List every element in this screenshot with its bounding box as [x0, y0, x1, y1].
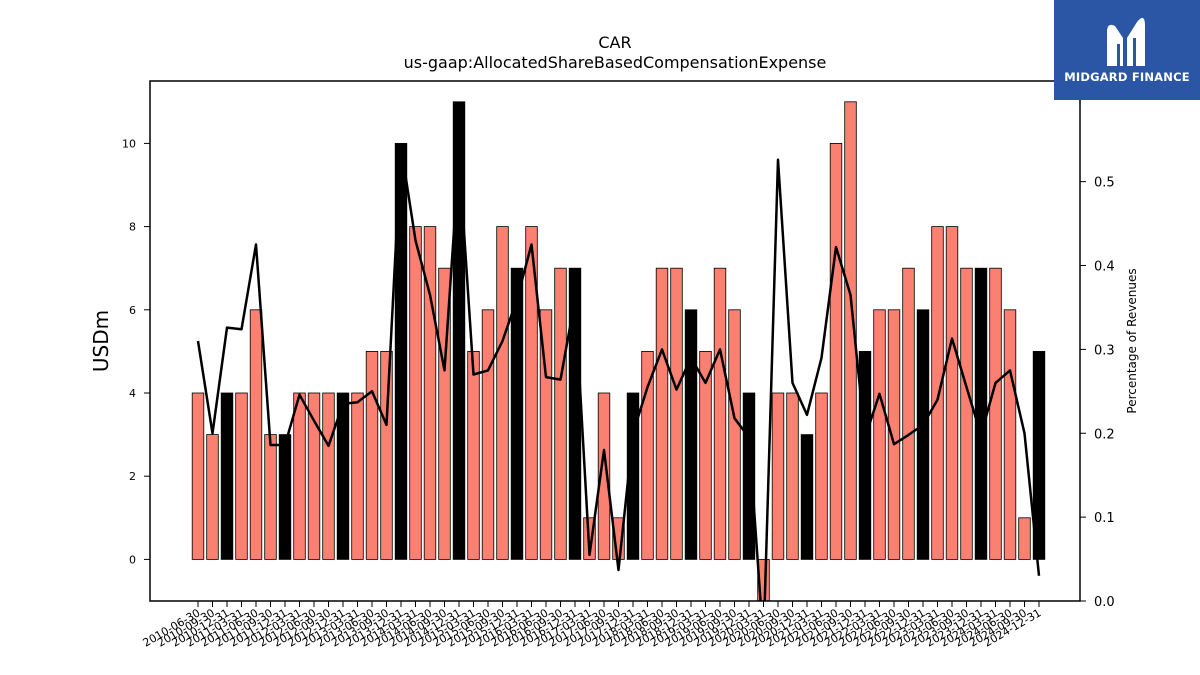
bar-2018-06-30: [655, 267, 669, 560]
bar-2014-09-30: [438, 267, 451, 560]
y2-tick-label: 0.1: [1094, 511, 1115, 526]
y2-tick-label: 0.4: [1094, 260, 1115, 275]
bar-2020-12-31: [800, 434, 814, 560]
chart-subtitle: us-gaap:AllocatedShareBasedCompensationE…: [404, 53, 827, 72]
bar-2024-09-30: [1018, 517, 1031, 560]
y2-tick-label: 0.2: [1094, 427, 1115, 442]
bar-2013-03-31: [351, 392, 364, 560]
bar-2011-03-31: [235, 392, 248, 560]
y-tick-label: 4: [129, 387, 136, 400]
bar-2022-12-31: [916, 309, 930, 560]
bar-series: [191, 101, 1046, 602]
bar-2022-06-30: [887, 309, 901, 560]
x-axis: 2010-06-302010-09-302010-12-312011-03-31…: [141, 601, 1044, 650]
midgard-logo-mark-icon: [1107, 17, 1145, 66]
bar-2018-09-30: [670, 267, 683, 560]
bar-2012-03-31: [293, 392, 306, 560]
bar-2016-03-31: [525, 226, 538, 560]
bar-2024-06-30: [1003, 309, 1017, 560]
bar-2013-12-31: [394, 142, 408, 560]
midgard-finance-logo: MIDGARD FINANCE: [1054, 0, 1200, 100]
logo-brand-text: MIDGARD FINANCE: [1064, 70, 1190, 84]
bar-2020-06-30: [771, 392, 785, 560]
y2-tick-label: 0.3: [1094, 343, 1115, 358]
y-axis-label: USDm: [89, 310, 113, 372]
bar-2013-09-30: [380, 350, 393, 560]
bar-2021-03-31: [815, 392, 828, 560]
bar-2023-03-31: [931, 226, 944, 560]
bar-2023-06-30: [945, 226, 959, 560]
bar-2011-09-30: [264, 434, 277, 560]
bar-2015-03-31: [467, 350, 480, 560]
bar-2024-12-31: [1032, 350, 1046, 560]
bar-2019-12-31: [742, 392, 756, 560]
revenue-percentage-series: [196, 145, 1041, 601]
y-tick-label: 2: [129, 470, 136, 483]
chart-title: CAR: [598, 33, 631, 52]
bar-2019-03-31: [699, 350, 712, 560]
y2-axis: 0.0 0.1 0.2 0.3 0.4 0.5: [1080, 176, 1115, 610]
bar-2010-06-30: [191, 392, 205, 560]
y2-axis-label: Percentage of Revenues: [1125, 268, 1139, 413]
bar-2020-09-30: [786, 392, 799, 560]
bar-2019-06-30: [713, 267, 727, 560]
bar-2024-03-31: [989, 267, 1002, 560]
y-tick-label: 8: [129, 221, 136, 234]
bar-2016-09-30: [554, 267, 567, 560]
bar-2019-09-30: [728, 309, 741, 560]
bar-2012-12-31: [336, 392, 350, 560]
bar-2011-06-30: [249, 309, 263, 560]
bar-2023-12-31: [974, 267, 988, 560]
bar-2015-06-30: [481, 309, 495, 560]
y-axis: 0 2 4 6 8 10: [122, 137, 150, 566]
y-tick-label: 10: [122, 137, 136, 150]
bar-2022-09-30: [902, 267, 915, 560]
bar-2021-06-30: [829, 142, 843, 560]
bar-2022-03-31: [873, 309, 886, 560]
bar-2021-09-30: [844, 101, 857, 560]
bar-2012-09-30: [322, 392, 335, 560]
bar-2014-12-31: [452, 101, 466, 560]
bar-2021-12-31: [858, 350, 872, 560]
y-tick-label: 6: [129, 304, 136, 317]
bar-2011-12-31: [278, 434, 292, 560]
bar-2010-12-31: [220, 392, 234, 560]
bar-2016-06-30: [539, 309, 553, 560]
bar-2014-06-30: [423, 226, 437, 560]
y2-tick-label: 0.5: [1094, 176, 1115, 191]
revenue-percentage-line: [196, 145, 1041, 601]
y-tick-label: 0: [129, 553, 136, 566]
bar-2013-06-30: [365, 350, 379, 560]
bar-2018-12-31: [684, 309, 698, 560]
bar-2015-09-30: [496, 226, 509, 560]
bar-2012-06-30: [307, 392, 321, 560]
bar-2014-03-31: [409, 226, 422, 560]
bar-2015-12-31: [510, 267, 524, 560]
y2-tick-label: 0.0: [1094, 595, 1115, 610]
plot-frame: [149, 80, 1081, 602]
bar-2010-09-30: [206, 434, 219, 560]
bar-2023-09-30: [960, 267, 973, 560]
bar-2017-06-30: [597, 392, 611, 560]
bar-2018-03-31: [641, 350, 654, 560]
